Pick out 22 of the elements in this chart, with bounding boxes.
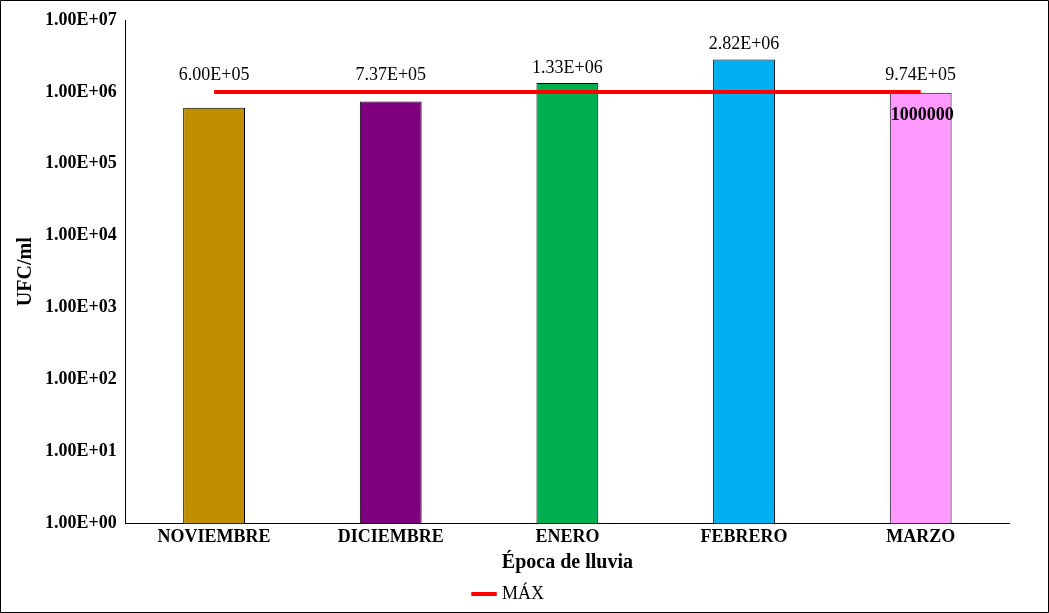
y-tick-label: 1.00E+03: [45, 296, 117, 317]
y-tick-label: 1.00E+01: [45, 440, 117, 461]
data-label: 7.37E+05: [355, 63, 427, 84]
y-tick-label: 1.00E+00: [45, 512, 117, 533]
y-axis-title: UFC/ml: [13, 236, 36, 307]
x-tick-label: FEBRERO: [700, 525, 788, 546]
data-label: 9.74E+05: [885, 63, 956, 84]
x-tick-label: MARZO: [886, 525, 956, 546]
y-tick-label: 1.00E+05: [45, 152, 117, 173]
data-label: 2.82E+06: [708, 33, 780, 54]
data-label: 1000000: [890, 103, 954, 124]
x-tick-label: NOVIEMBRE: [157, 525, 271, 546]
y-tick-label: 1.00E+02: [45, 368, 117, 389]
legend-label: MÁX: [502, 581, 545, 603]
y-tick-label: 1.00E+06: [45, 80, 117, 101]
y-tick-label: 1.00E+04: [45, 224, 117, 245]
x-tick-label: ENERO: [535, 525, 600, 546]
x-axis-title: Época de lluvia: [501, 550, 633, 574]
data-label: 1.33E+06: [532, 56, 603, 77]
x-tick-label: DICIEMBRE: [337, 525, 444, 546]
y-tick-label: 1.00E+07: [45, 8, 117, 29]
data-label: 6.00E+05: [178, 63, 250, 84]
